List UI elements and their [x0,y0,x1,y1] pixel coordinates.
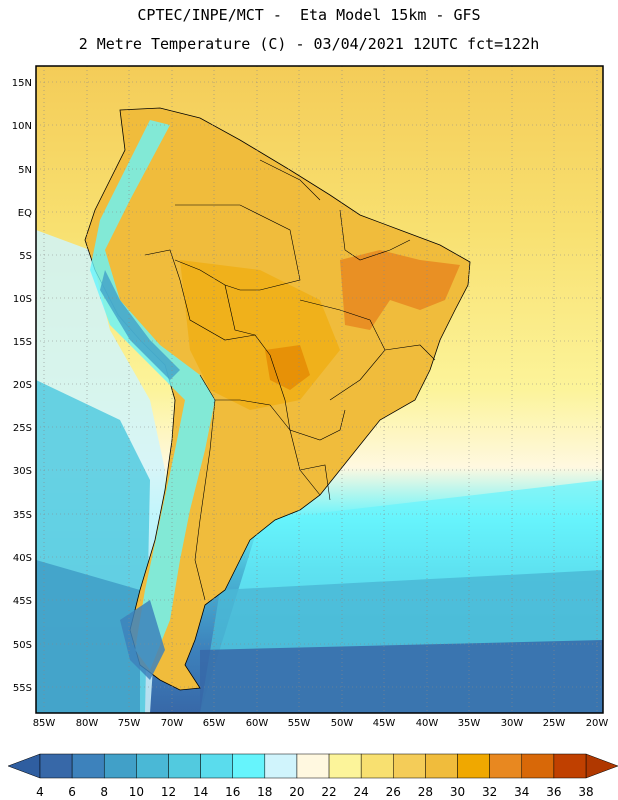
colorbar-tick-label: 12 [161,785,176,799]
lat-label: 15N [12,78,32,89]
lat-label: EQ [18,208,32,219]
lon-label: 35W [458,718,481,729]
country-borders [144,159,436,601]
colorbar-tick-label: 18 [257,785,272,799]
latitude-axis: 15N 10N 5N EQ 5S 10S 15S 20S 25S 30S 35S… [12,78,32,694]
lon-label: 20W [586,718,609,729]
colorbar-swatch [328,753,362,779]
lon-label: 45W [373,718,396,729]
colorbar-swatch [296,753,330,779]
andes-cold-zone [90,120,215,670]
colorbar-tick-label: 24 [354,785,369,799]
colorbar-low-arrow [7,753,41,779]
lat-label: 15S [13,337,32,348]
atlantic-coldest-zone [200,640,603,713]
colorbar-tick-label: 28 [418,785,433,799]
hot-zone-northeast [340,250,460,330]
colorbar-swatch [264,753,298,779]
colorbar-swatch [103,753,137,779]
lon-label: 70W [161,718,184,729]
colorbar-tick-label: 10 [129,785,144,799]
colorbar-tick-label: 16 [225,785,240,799]
chart-title: CPTEC/INPE/MCT - Eta Model 15km - GFS [137,6,481,24]
lat-label: 5N [18,165,32,176]
lat-label: 30S [13,466,32,477]
colorbar-tick-label: 36 [546,785,561,799]
colorbar-tick-label: 32 [482,785,497,799]
colorbar-swatch [425,753,458,779]
colorbar-high-arrow [585,753,618,779]
lon-label: 30W [501,718,524,729]
lon-label: 25W [543,718,566,729]
colorbar-swatch [168,753,201,779]
colorbar-tick-label: 14 [193,785,208,799]
grid-lines [36,66,603,713]
lon-label: 75W [118,718,141,729]
colorbar-swatch [200,753,233,779]
lat-label: 45S [13,596,32,607]
colorbar-tick-label: 8 [100,785,108,799]
lat-label: 10N [12,121,32,132]
lon-label: 65W [203,718,226,729]
colorbar-swatch [489,753,523,779]
colorbar-tick-label: 6 [68,785,76,799]
lat-label: 55S [13,683,32,694]
colorbar-swatch [553,753,587,779]
lon-label: 80W [76,718,99,729]
andes-peru-cold-zone [100,270,180,380]
warm-zone-interior [180,260,340,410]
colorbar-tick-label: 38 [578,785,593,799]
lon-label: 40W [416,718,439,729]
lon-label: 50W [331,718,354,729]
colorbar-swatch [39,753,73,779]
lon-label: 55W [288,718,311,729]
lat-label: 10S [13,294,32,305]
colorbar-swatch [393,753,426,779]
map-field [36,66,603,713]
chart-subtitle: 2 Metre Temperature (C) - 03/04/2021 12U… [78,35,540,53]
lon-label: 60W [246,718,269,729]
map-frame [35,65,604,714]
colorbar-swatch [71,753,105,779]
colorbar-swatch [136,753,169,779]
colorbar-tick-label: 30 [450,785,465,799]
pacific-colder-zone [36,560,140,713]
lat-label: 50S [13,640,32,651]
colorbar-tick-label: 34 [514,785,529,799]
lat-label: 5S [19,251,32,262]
colorbar-swatch [360,753,394,779]
lat-label: 40S [13,553,32,564]
colorbar-tick-label: 20 [289,785,304,799]
colorbar-tick-label: 4 [36,785,44,799]
colorbar-swatch [232,753,266,779]
patagonia-cold-zone [120,600,165,680]
colorbar-swatch [521,753,555,779]
colorbar-tick-label: 26 [386,785,401,799]
colorbar: 4 6 8 10 12 14 16 18 20 22 24 26 28 30 32 34 36 38 [7,753,618,799]
lat-label: 35S [13,510,32,521]
lat-label: 20S [13,380,32,391]
longitude-axis: 85W 80W 75W 70W 65W 60W 55W 50W 45W 40W … [33,718,609,729]
lat-label: 25S [13,423,32,434]
colorbar-swatch [457,753,490,779]
colorbar-tick-label: 22 [321,785,336,799]
lon-label: 85W [33,718,56,729]
